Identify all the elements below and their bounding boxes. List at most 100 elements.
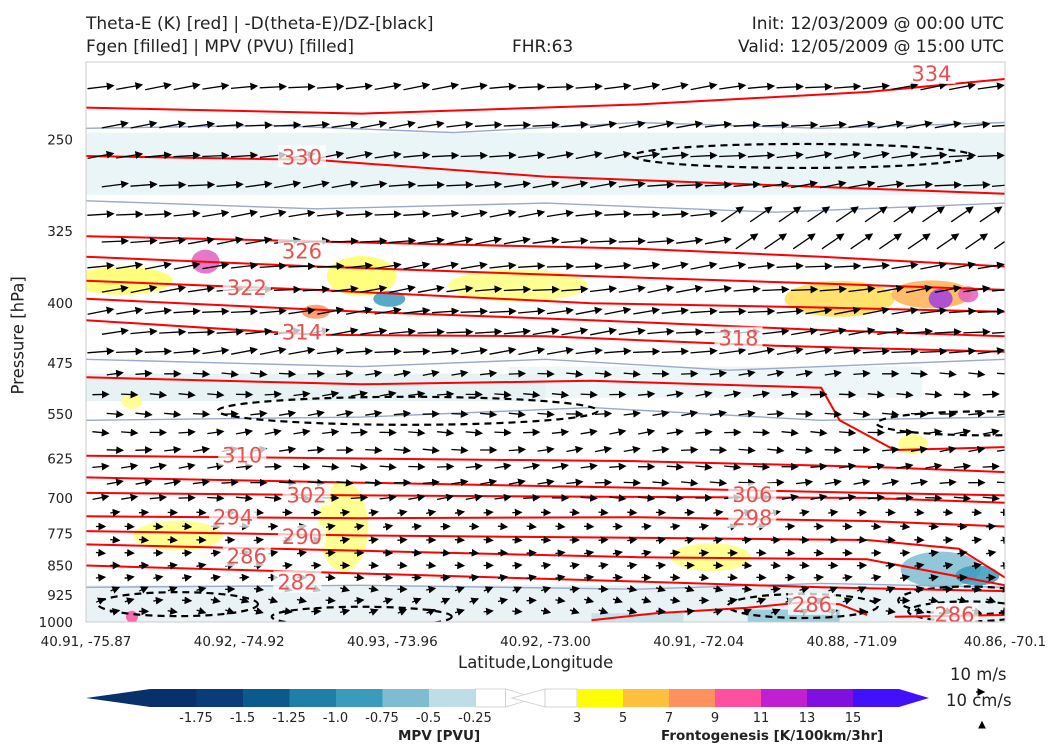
wind-vector (221, 478, 239, 487)
wind-vector (537, 369, 555, 378)
wind-vector (850, 233, 874, 250)
wind-vector (446, 120, 474, 129)
wind-vector (963, 285, 991, 293)
y-tick-label: 925 (47, 588, 73, 604)
wind-vector (426, 561, 437, 570)
wind-vector (345, 306, 373, 315)
wind-vector (1000, 536, 1005, 545)
wind-vector (350, 390, 368, 399)
wind-vector (776, 307, 804, 316)
wind-vector (135, 410, 153, 419)
filled-region (508, 366, 923, 398)
theta-e-label: 318 (718, 327, 758, 351)
wind-vector (684, 536, 695, 545)
contour-label-bg (222, 544, 271, 567)
wind-vector (546, 306, 574, 315)
wind-vector (408, 428, 426, 437)
mpv-colorbar: -1.75 -1.5 -1.25 -1.0 -0.75 -0.5 -0.25 (86, 688, 537, 726)
theta-e-label: 294 (213, 506, 253, 530)
wind-vector (374, 261, 402, 270)
wind-vector (738, 369, 756, 378)
wind-vector (451, 446, 469, 454)
wind-vector (719, 347, 747, 355)
wind-vector (920, 307, 948, 315)
wind-vector (460, 151, 488, 160)
wind-vector (661, 347, 689, 356)
wind-vector (695, 428, 713, 437)
wind-vector (187, 236, 215, 245)
wind-vector (905, 120, 933, 129)
wind-vector (770, 585, 781, 594)
x-tick-label: 40.92, -73.00 (500, 634, 591, 650)
wind-vector (144, 261, 172, 270)
mpv-colorbar-swatch (475, 688, 506, 708)
wind-vector (523, 493, 541, 502)
mpv-colorbar-label: MPV [PVU] (398, 728, 481, 744)
wind-vector (747, 261, 776, 270)
theta-e-label: 286 (792, 593, 832, 617)
wind-vector (135, 478, 153, 487)
wind-vector (322, 462, 340, 471)
contour-labels: 334 330 326 322 318 314 310 306 302 298 294 290 286 2… (209, 61, 979, 627)
wind-vector (914, 561, 925, 570)
wind-vector (354, 573, 365, 582)
wind-vector (130, 327, 158, 336)
wind-vector (805, 82, 833, 91)
wind-vector (360, 327, 388, 336)
wind-vector (537, 445, 555, 454)
wind-vector (580, 462, 598, 471)
wind-vector (181, 549, 193, 557)
wind-vector (604, 347, 632, 356)
wind-vector (991, 184, 1005, 188)
fgen-colorbar-swatch (544, 688, 578, 708)
wind-vector (508, 445, 527, 454)
wind-vector (862, 82, 890, 91)
wind-vector (518, 151, 546, 160)
wind-vector (164, 445, 182, 454)
wind-vector (253, 536, 265, 545)
wind-vector (440, 597, 451, 605)
wind-vector (835, 206, 859, 223)
wind-vector (503, 236, 531, 245)
wind-vector (862, 347, 890, 356)
wind-vector (752, 428, 771, 437)
wind-vector (245, 121, 273, 130)
wind-vector (834, 82, 862, 91)
theta-e-label: 326 (282, 240, 322, 264)
wind-vector (948, 347, 977, 356)
wind-vector (623, 445, 641, 454)
wind-vector (896, 493, 914, 502)
wind-vector (106, 410, 124, 419)
wind-vector (336, 478, 354, 487)
wind-vector (566, 370, 584, 378)
wind-vector (828, 508, 839, 517)
wind-vector (374, 210, 402, 219)
wind-vector (871, 574, 882, 582)
wind-vector (834, 262, 862, 271)
wind-vector (695, 390, 713, 398)
wind-vector (799, 509, 810, 517)
wind-vector (977, 261, 1005, 270)
wind-vector (92, 493, 110, 502)
fgen-colorbar: 3 5 7 9 11 13 15 (510, 688, 929, 726)
wind-vector (805, 306, 833, 315)
wind-vector (221, 370, 239, 378)
wind-vector (627, 584, 638, 593)
wind-vector (350, 493, 369, 502)
title-left-line2: Fgen [filled] | MPV (PVU) [filled] (86, 37, 355, 57)
wind-vector (910, 445, 928, 454)
wind-vector (756, 548, 767, 557)
wind-vector (167, 586, 178, 594)
y-tick-label: 700 (47, 491, 73, 507)
wind-vector (848, 120, 876, 129)
wind-vector (719, 261, 747, 270)
filled-region (591, 613, 684, 622)
wind-vector (101, 180, 129, 189)
wind-vector (192, 478, 211, 487)
wind-vector (566, 478, 584, 487)
wind-vector (778, 206, 802, 223)
wind-vector (95, 548, 107, 557)
y-axis-ticks: 250 325 400 475 550 625 700 775 850 925 1000 (39, 133, 73, 631)
wind-vector (546, 151, 574, 159)
fgen-colorbar-swatch (623, 689, 669, 707)
